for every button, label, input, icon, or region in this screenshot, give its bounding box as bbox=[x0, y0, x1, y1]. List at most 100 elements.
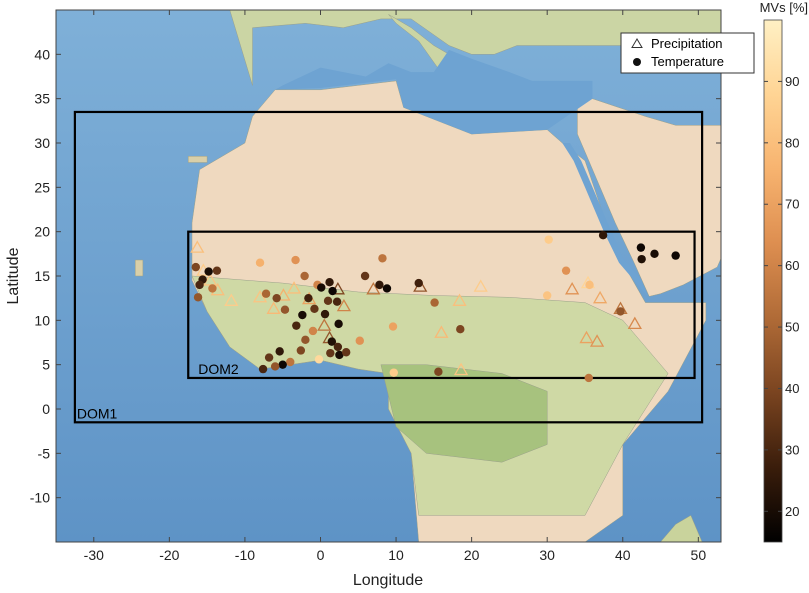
temperature-station-marker bbox=[278, 360, 287, 369]
legend-precipitation-label: Precipitation bbox=[651, 36, 723, 51]
x-tick-label: 50 bbox=[691, 547, 707, 563]
colorbar-tick-label: 70 bbox=[785, 197, 799, 212]
temperature-station-marker bbox=[308, 326, 318, 336]
y-tick-label: 20 bbox=[34, 224, 50, 240]
temperature-station-marker bbox=[456, 325, 465, 334]
precipitation-station-marker bbox=[286, 281, 302, 294]
temperature-station-marker bbox=[334, 319, 343, 329]
station-markers bbox=[190, 231, 680, 383]
colorbar-title: MVs [%] bbox=[760, 0, 808, 15]
temperature-station-marker bbox=[360, 271, 370, 281]
colorbar-tick-label: 30 bbox=[785, 442, 799, 457]
temperature-station-marker bbox=[212, 266, 222, 275]
temperature-station-marker bbox=[323, 296, 333, 306]
precipitation-station-marker bbox=[434, 325, 449, 338]
temperature-station-marker bbox=[389, 368, 398, 377]
temperature-station-marker bbox=[434, 367, 443, 376]
domain-label-dom2: DOM2 bbox=[198, 361, 239, 377]
canary-islands-land bbox=[187, 156, 208, 163]
temperature-station-marker bbox=[270, 362, 280, 371]
temperature-station-marker bbox=[310, 304, 319, 314]
cape-verde-land bbox=[135, 259, 144, 277]
x-tick-label: 20 bbox=[464, 547, 480, 563]
temperature-station-marker bbox=[671, 251, 680, 260]
temperature-station-marker bbox=[275, 347, 284, 356]
domain-boxes: DOM1 DOM2 bbox=[73, 110, 704, 424]
temperature-station-marker bbox=[585, 280, 594, 290]
temperature-station-marker bbox=[382, 284, 392, 293]
temperature-station-marker bbox=[292, 321, 301, 330]
colorbar-ticks: 20 30 40 50 60 70 80 90 bbox=[764, 74, 799, 519]
precipitation-station-marker bbox=[366, 281, 381, 295]
domain-box-dom1 bbox=[73, 110, 704, 424]
temperature-station-marker bbox=[637, 254, 646, 264]
precipitation-station-marker bbox=[565, 281, 580, 295]
x-axis-title: Longitude bbox=[353, 572, 423, 589]
x-tick-label: 30 bbox=[539, 547, 555, 563]
domain-label-dom1: DOM1 bbox=[77, 405, 118, 421]
temperature-station-marker bbox=[296, 346, 306, 355]
temperature-station-marker bbox=[414, 278, 423, 288]
precipitation-station-marker bbox=[579, 330, 594, 344]
y-tick-label: 35 bbox=[34, 91, 50, 107]
x-axis: -30 -20 -10 0 10 20 30 40 50 bbox=[84, 10, 707, 563]
temperature-station-marker bbox=[317, 283, 326, 292]
temperature-station-marker bbox=[328, 286, 337, 296]
temperature-station-marker bbox=[191, 262, 201, 272]
temperature-station-marker bbox=[375, 280, 384, 290]
y-axis: -10 -5 0 5 10 15 20 25 30 35 40 bbox=[30, 46, 721, 506]
temperature-station-marker bbox=[325, 278, 334, 287]
red-sea bbox=[562, 143, 648, 297]
temperature-station-marker bbox=[195, 280, 204, 290]
temperature-station-marker bbox=[584, 373, 593, 383]
legend-precipitation-marker bbox=[631, 38, 643, 48]
temperature-station-marker bbox=[341, 348, 351, 357]
temperature-station-marker bbox=[298, 310, 307, 320]
precipitation-station-marker bbox=[473, 279, 488, 292]
precipitation-station-marker bbox=[589, 334, 605, 347]
colorbar-tick-label: 60 bbox=[785, 258, 799, 273]
temperature-station-marker bbox=[255, 258, 265, 267]
y-tick-label: 30 bbox=[34, 135, 50, 151]
temperature-station-marker bbox=[272, 293, 281, 303]
y-tick-label: -5 bbox=[38, 445, 51, 461]
temperature-station-marker bbox=[261, 289, 271, 298]
y-tick-label: 10 bbox=[34, 312, 50, 328]
colorbar-tick-label: 50 bbox=[785, 320, 799, 335]
plot-area: DOM1 DOM2 bbox=[56, 10, 721, 542]
temperature-station-marker bbox=[304, 293, 313, 303]
legend-box bbox=[620, 32, 755, 74]
temperature-station-marker bbox=[286, 357, 295, 367]
temperature-station-marker bbox=[327, 337, 337, 346]
colorbar-gradient bbox=[763, 19, 783, 543]
temperature-station-marker bbox=[636, 243, 646, 252]
precipitation-station-marker bbox=[336, 298, 352, 312]
domain-box-dom2 bbox=[187, 230, 696, 380]
temperature-station-marker bbox=[332, 297, 342, 306]
temperature-station-marker bbox=[650, 249, 659, 259]
precipitation-station-marker bbox=[276, 288, 291, 301]
x-tick-label: -30 bbox=[84, 547, 104, 563]
temperature-station-marker bbox=[301, 335, 310, 345]
y-tick-label: 25 bbox=[34, 179, 50, 195]
temperature-station-marker bbox=[264, 353, 274, 362]
y-tick-label: -10 bbox=[30, 490, 50, 506]
temperature-station-marker bbox=[300, 271, 309, 281]
x-tick-label: 10 bbox=[388, 547, 404, 563]
temperature-station-marker bbox=[378, 254, 387, 263]
y-tick-label: 0 bbox=[42, 401, 50, 417]
temperature-station-marker bbox=[561, 266, 571, 275]
colorbar-tick-label: 20 bbox=[785, 504, 799, 519]
precipitation-station-marker bbox=[190, 240, 205, 253]
x-tick-label: 0 bbox=[317, 547, 325, 563]
temperature-station-marker bbox=[430, 298, 439, 307]
precipitation-station-marker bbox=[592, 290, 608, 304]
x-tick-label: -10 bbox=[235, 547, 255, 563]
legend-temperature-label: Temperature bbox=[651, 54, 724, 69]
temperature-station-marker bbox=[193, 293, 203, 302]
precipitation-station-marker bbox=[452, 293, 467, 306]
temperature-station-marker bbox=[204, 267, 213, 276]
temperature-station-marker bbox=[314, 355, 324, 364]
precipitation-station-marker bbox=[627, 316, 642, 330]
